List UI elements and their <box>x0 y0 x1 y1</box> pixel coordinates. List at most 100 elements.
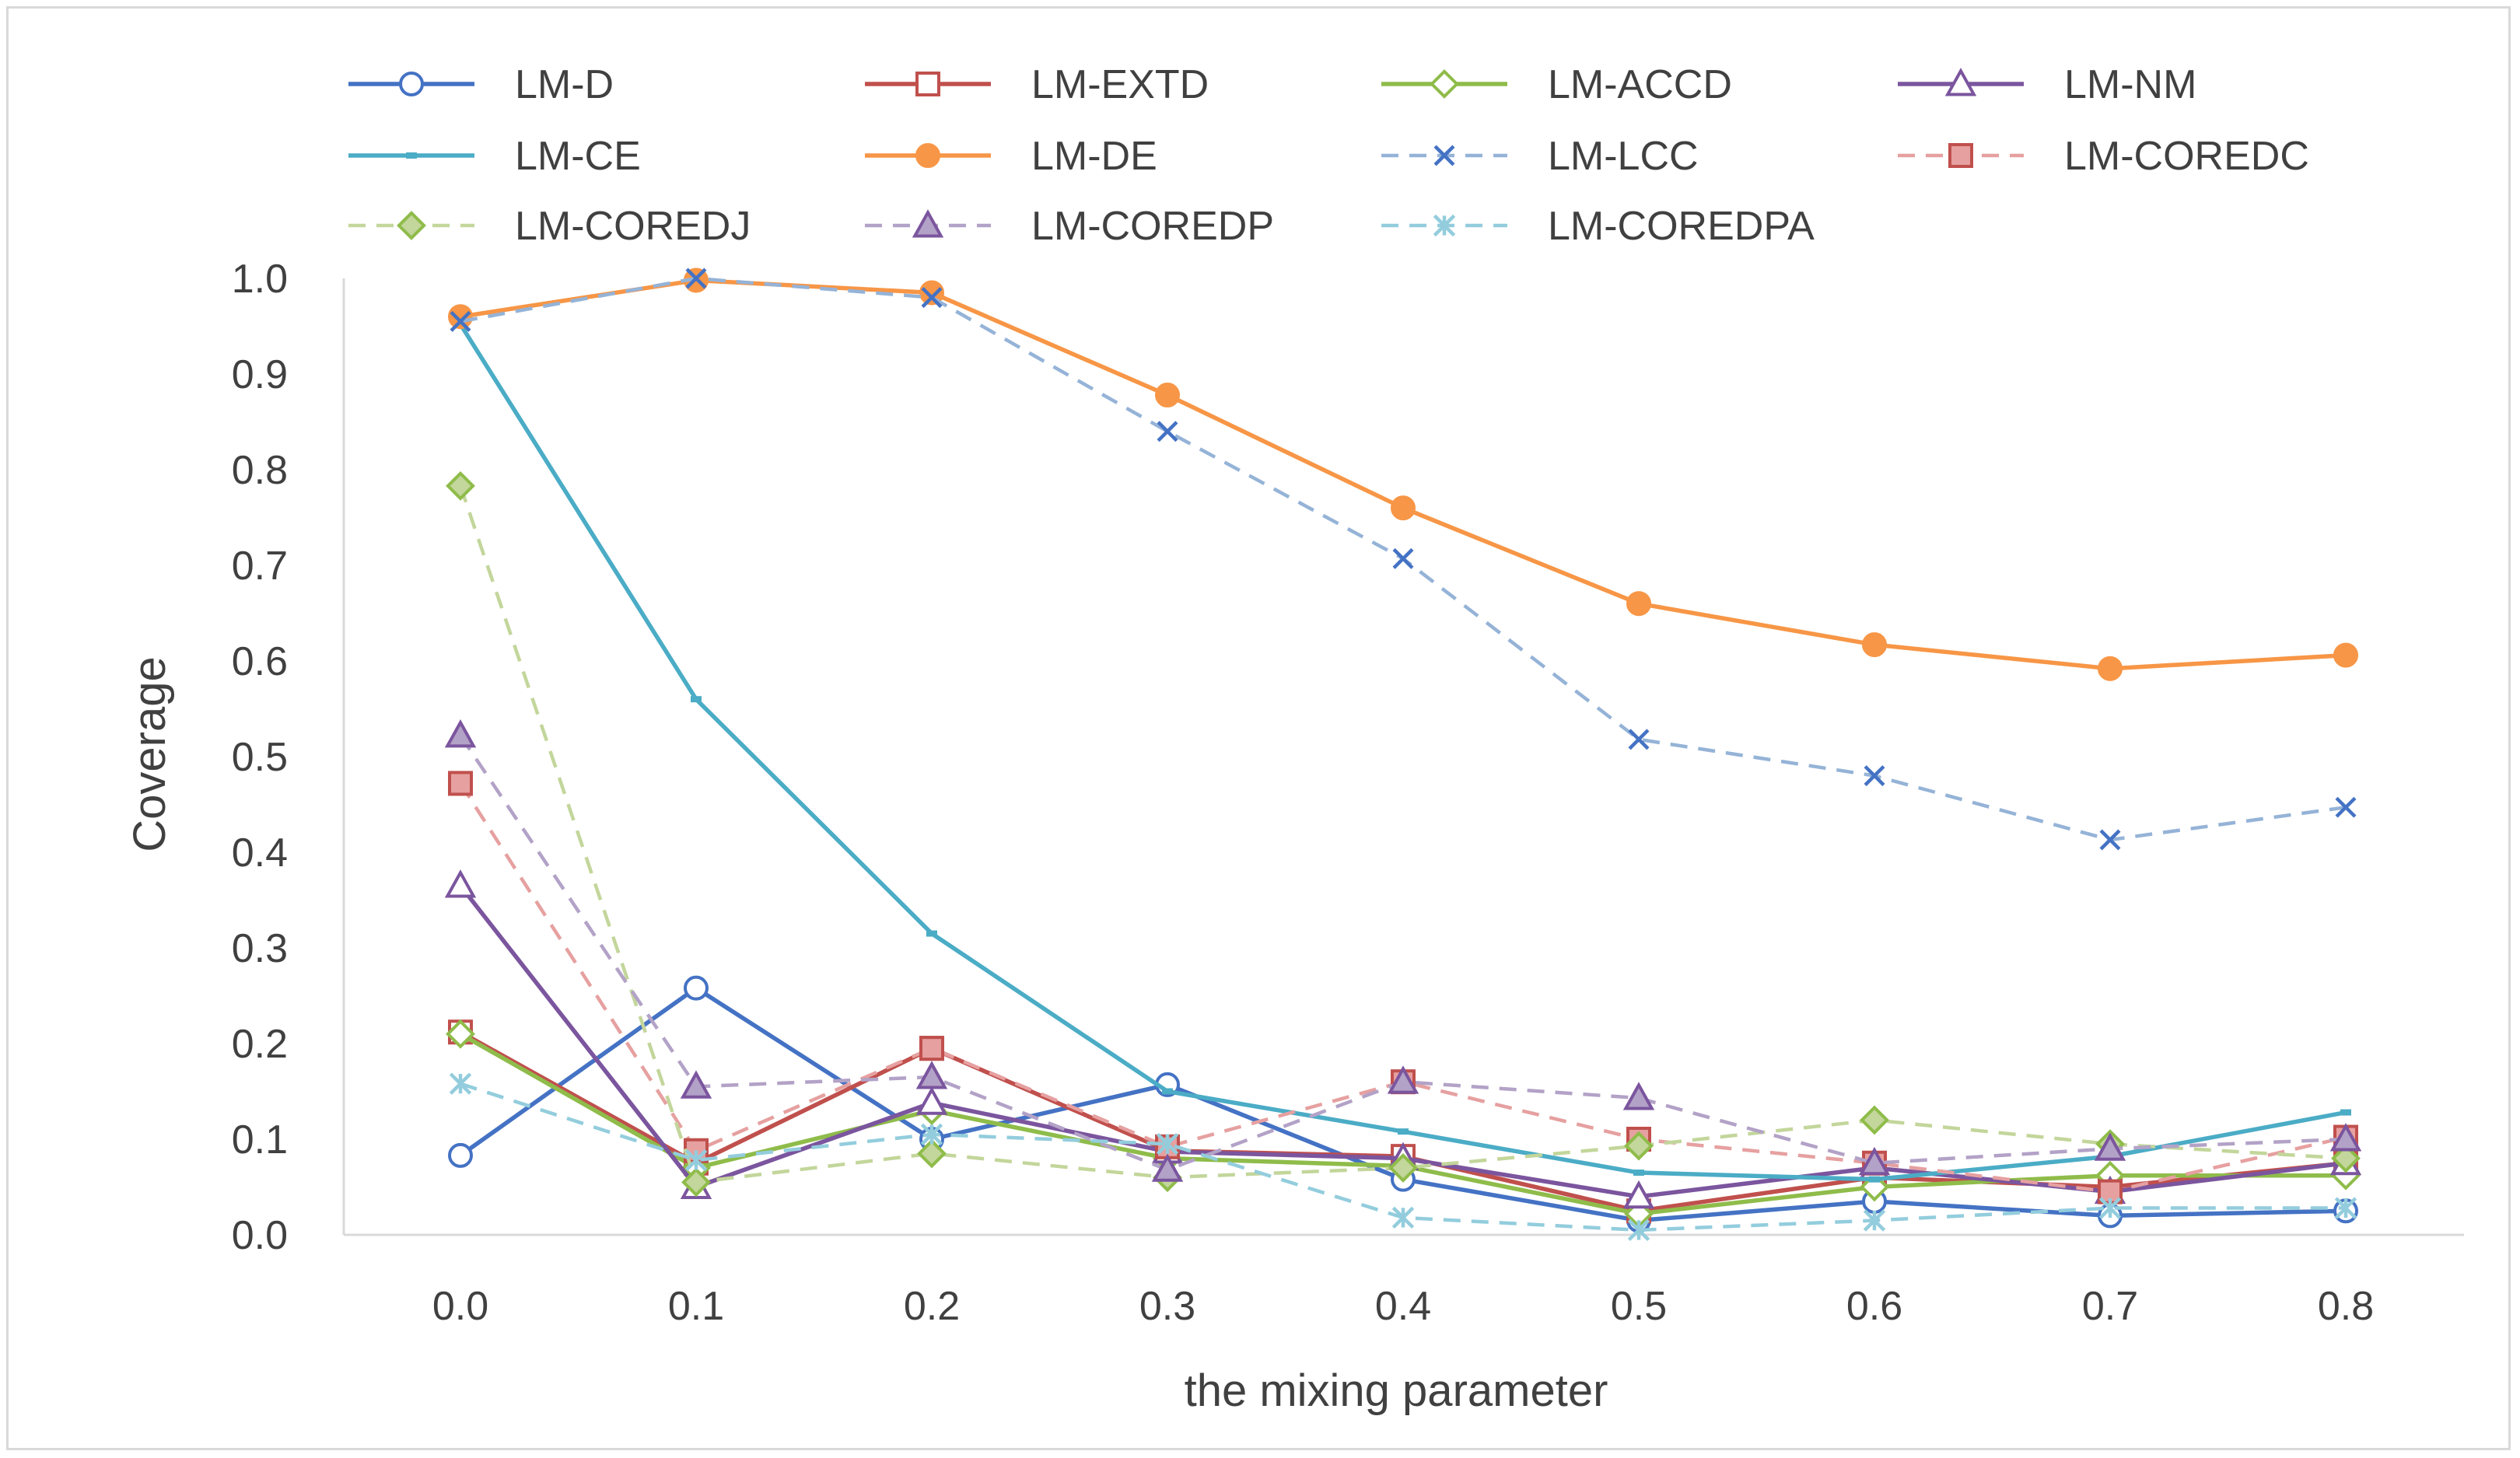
data-point <box>1622 1180 1655 1209</box>
legend-item: LM-COREDJ <box>348 204 751 249</box>
data-point <box>444 869 477 898</box>
y-tick-label: 0.8 <box>232 448 288 493</box>
legend-label: LM-NM <box>2064 62 2196 107</box>
y-tick-label: 0.4 <box>232 830 288 876</box>
data-point <box>1627 1218 1650 1242</box>
data-point <box>446 470 475 501</box>
legend-item: LM-D <box>348 62 614 107</box>
data-point <box>448 304 473 330</box>
series-lm-ce <box>455 321 2351 1183</box>
data-point <box>1864 765 1885 787</box>
data-point <box>1626 591 1651 617</box>
x-tick-label: 0.6 <box>1846 1284 1902 1329</box>
y-tick-label: 1.0 <box>232 257 288 302</box>
data-point <box>448 771 473 796</box>
x-tick-label: 0.7 <box>2082 1284 2138 1329</box>
data-point <box>684 1149 708 1172</box>
legend-item: LM-LCC <box>1381 134 1699 179</box>
y-tick-label: 0.2 <box>232 1022 288 1067</box>
data-point <box>919 1036 944 1061</box>
data-point <box>1858 1146 1891 1176</box>
legend-label: LM-D <box>515 62 614 107</box>
data-point <box>2333 642 2358 668</box>
series-lm-coredp <box>444 719 2362 1182</box>
data-point <box>448 1142 473 1168</box>
x-tick-label: 0.5 <box>1611 1284 1667 1329</box>
legend-label: LM-CE <box>515 134 641 179</box>
data-point <box>685 267 707 289</box>
data-point <box>680 1070 712 1099</box>
data-point <box>1433 214 1456 237</box>
data-point <box>2334 1197 2357 1219</box>
data-point <box>1155 383 1180 408</box>
series-lm-lcc <box>450 267 2357 851</box>
data-point <box>406 152 417 159</box>
legend-label: LM-COREDP <box>1031 204 1274 249</box>
data-point <box>1622 1082 1655 1110</box>
data-point <box>2331 1143 2361 1173</box>
y-tick-label: 0.5 <box>232 735 288 780</box>
legend-item: LM-COREDP <box>865 204 1274 249</box>
data-point <box>1869 1176 1880 1183</box>
series-line <box>458 323 2347 1182</box>
series-lm-d <box>448 975 2358 1233</box>
series-line <box>459 734 2347 1172</box>
data-point <box>399 72 424 96</box>
data-point <box>1860 1172 1889 1202</box>
x-tick-label: 0.2 <box>904 1284 960 1329</box>
legend-item: LM-COREDC <box>1898 134 2309 179</box>
data-point <box>1624 1131 1654 1161</box>
data-point <box>2094 1132 2126 1161</box>
data-point <box>1948 143 1973 168</box>
data-point <box>915 72 940 96</box>
data-point <box>920 1123 943 1146</box>
data-point <box>2335 796 2357 818</box>
x-tick-label: 0.8 <box>2318 1284 2374 1329</box>
series-lm-accd <box>446 1019 2361 1229</box>
data-point <box>684 975 709 1001</box>
data-point <box>1862 632 1887 658</box>
series-line <box>460 278 2347 671</box>
data-point <box>917 1138 947 1169</box>
data-point <box>1156 1132 1179 1156</box>
series-layer <box>444 267 2362 1242</box>
legend-label: LM-ACCD <box>1548 62 1732 107</box>
series-line <box>459 782 2347 1194</box>
data-point <box>1863 1209 1886 1232</box>
legend: LM-D LM-EXTD LM-ACCD LM-NM LM-CE LM-DE LM-LCC L… <box>348 62 2309 249</box>
data-point <box>449 1072 472 1095</box>
data-point <box>397 211 426 240</box>
legend-label: LM-EXTD <box>1031 62 1209 107</box>
data-point <box>2098 1197 2122 1219</box>
data-point <box>681 1167 711 1198</box>
legend-label: LM-COREDC <box>2064 134 2309 179</box>
legend-item: LM-ACCD <box>1381 62 1732 107</box>
x-axis-title: the mixing parameter <box>1185 1365 1608 1416</box>
data-point <box>921 287 943 309</box>
data-point <box>691 696 702 703</box>
series-lm-coredc <box>448 771 2358 1205</box>
data-point <box>1387 1065 1419 1094</box>
legend-item: LM-CE <box>348 134 641 179</box>
data-point <box>1628 729 1650 750</box>
data-point <box>1162 1088 1173 1095</box>
axes-layer: 0.0 0.1 0.2 0.3 0.4 0.5 0.6 0.7 0.8 0.9 1.0 0.0 0.1 0… <box>232 257 2464 1329</box>
data-point <box>1391 1206 1415 1229</box>
data-point <box>926 930 937 937</box>
y-tick-label: 0.3 <box>232 926 288 971</box>
data-point <box>450 310 471 332</box>
data-point <box>446 1019 475 1049</box>
data-point <box>915 143 940 168</box>
data-point <box>1433 145 1455 166</box>
y-tick-label: 0.0 <box>232 1213 288 1258</box>
y-tick-label: 0.6 <box>232 639 288 684</box>
series-line <box>458 485 2347 1184</box>
data-point <box>1430 69 1459 99</box>
data-point <box>919 280 944 306</box>
data-point <box>444 719 477 748</box>
data-point <box>915 1086 948 1115</box>
data-point <box>1391 495 1416 521</box>
data-point <box>1944 68 1977 96</box>
data-point <box>1157 421 1178 442</box>
